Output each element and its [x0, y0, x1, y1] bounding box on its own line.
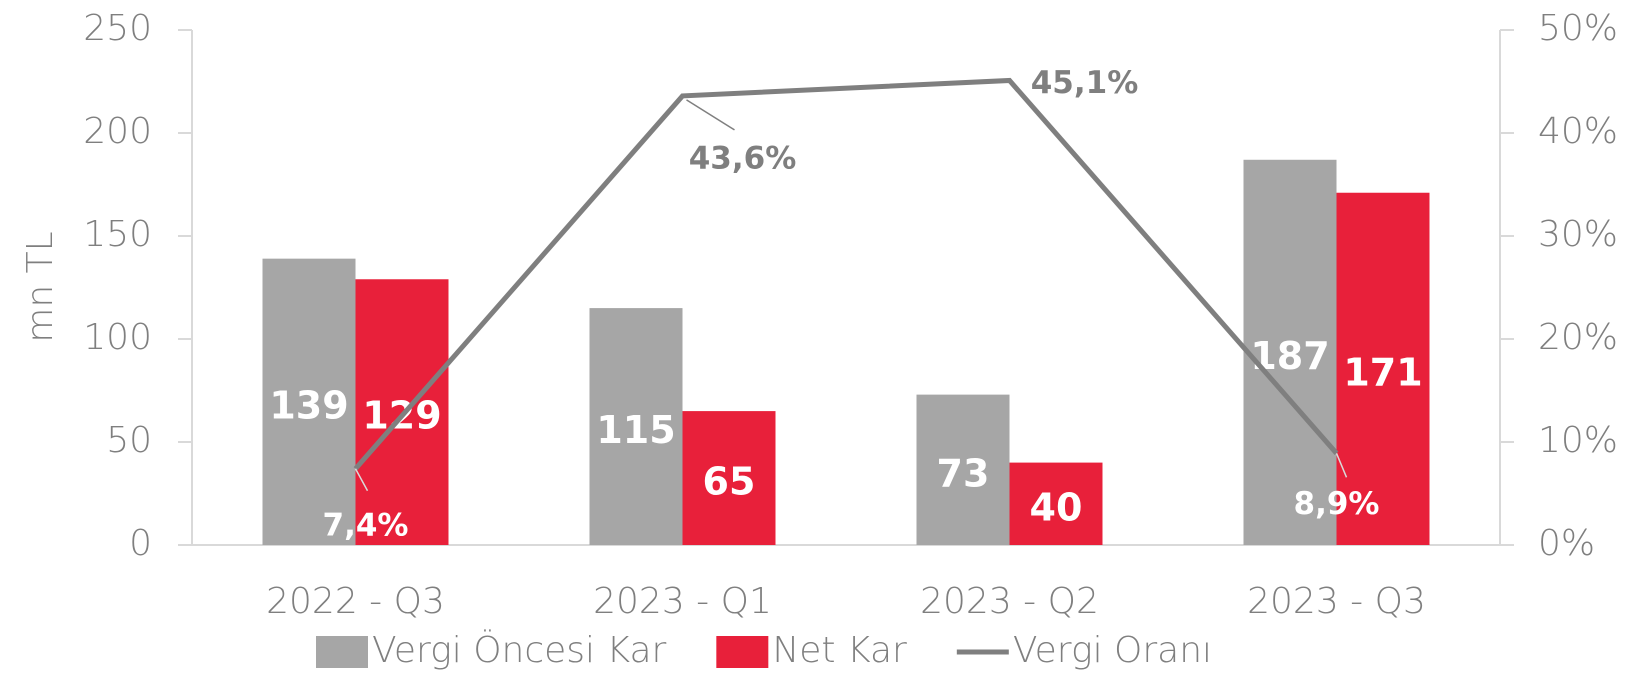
line-value-label: 43,6% [689, 140, 797, 176]
bar-value-label: 73 [937, 451, 990, 495]
legend-label: Vergi Oranı [1013, 630, 1212, 671]
x-tick-label: 2023 - Q1 [593, 581, 772, 622]
bar [916, 394, 1010, 545]
y2-tick-label: 40% [1538, 111, 1618, 152]
bar [262, 258, 356, 545]
legend-swatch [716, 636, 769, 668]
bar-value-label: 115 [596, 408, 675, 452]
y2-tick-label: 30% [1538, 214, 1618, 255]
y-tick-label: 250 [83, 8, 152, 49]
leader-line [354, 468, 369, 492]
line-value-label: 8,9% [1294, 486, 1380, 522]
line-value-label: 7,4% [323, 507, 409, 543]
bar [1243, 159, 1337, 545]
bar [682, 411, 776, 545]
bar-value-label: 139 [269, 383, 348, 427]
y-tick-label: 100 [83, 317, 152, 358]
y-tick-label: 150 [83, 214, 152, 255]
bar [1009, 462, 1103, 545]
legend-label: Net Kar [772, 630, 907, 671]
y2-tick-label: 0% [1538, 523, 1595, 564]
y-tick-label: 0 [129, 523, 152, 564]
line [353, 77, 1339, 471]
y-tick-label: 200 [83, 111, 152, 152]
bar-value-label: 171 [1343, 350, 1422, 394]
x-tick-label: 2022 - Q3 [266, 581, 445, 622]
leader-line [1335, 453, 1348, 478]
bar-value-label: 65 [703, 460, 756, 504]
y-axis-label: mn TL [20, 231, 61, 342]
legend-label: Vergi Öncesi Kar [372, 629, 667, 671]
leader-line [686, 99, 735, 131]
x-tick-label: 2023 - Q2 [920, 581, 1099, 622]
bar-value-label: 40 [1030, 485, 1083, 529]
y-tick-label: 50 [106, 420, 152, 461]
y2-tick-label: 20% [1538, 317, 1618, 358]
legend-swatch [316, 636, 368, 668]
y2-tick-label: 10% [1538, 420, 1618, 461]
bar [589, 308, 683, 545]
line-value-label: 45,1% [1031, 65, 1139, 101]
bar [1336, 192, 1430, 546]
y2-tick-label: 50% [1538, 8, 1618, 49]
x-tick-label: 2023 - Q3 [1247, 581, 1426, 622]
